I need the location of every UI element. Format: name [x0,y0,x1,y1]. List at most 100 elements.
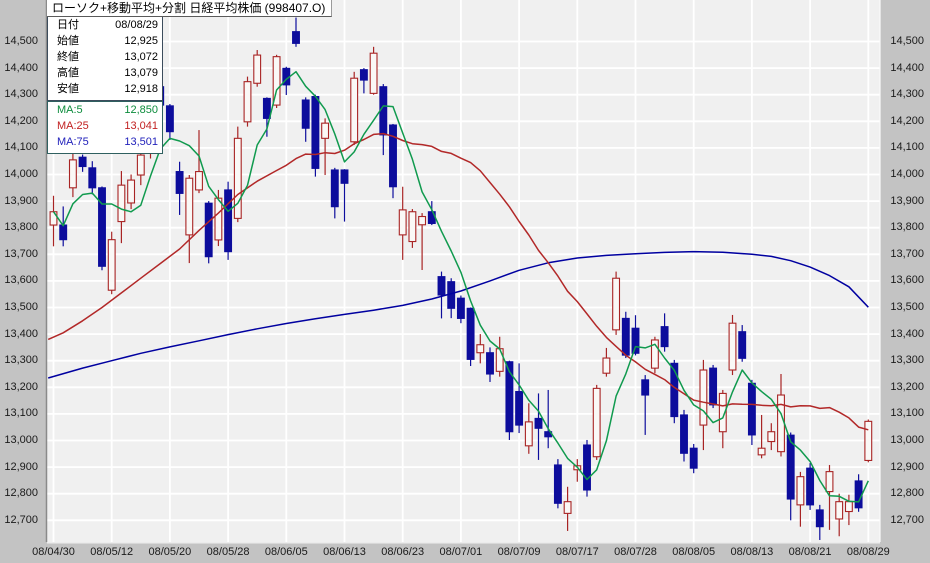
x-axis-label: 08/07/09 [497,546,541,558]
x-axis-label: 08/05/12 [90,546,134,558]
candle-body [456,297,465,319]
candle-body [612,277,621,331]
date-row: 日付 08/08/29 [48,18,162,34]
x-axis-label: 08/08/05 [672,546,716,558]
y-axis-label-left: 14,400 [4,61,38,74]
candle-body [553,464,562,504]
candle-body [534,417,543,429]
candle-body [437,276,446,296]
y-axis-label-left: 13,800 [4,221,38,234]
y-axis-label-right: 13,600 [890,274,924,287]
high-value: 13,079 [124,67,158,79]
candle-body [621,317,630,356]
candle-body [185,177,194,236]
candle-body [757,447,766,456]
candle-body [243,81,252,123]
ma5-row: MA:5 12,850 [48,103,162,119]
y-axis-label-left: 13,600 [4,274,38,287]
x-axis-label: 08/07/17 [555,546,599,558]
y-axis-label-right: 14,100 [890,141,924,154]
x-axis-label: 08/07/01 [439,546,483,558]
y-axis-label-right: 14,200 [890,114,924,127]
candle-body [330,169,339,208]
candle-body [389,124,397,188]
ma75-label: MA:75 [57,136,89,148]
candle-body [350,77,359,143]
chart-title: ローソク+移動平均+分割 日経平均株価 (998407.O) [52,1,326,15]
candle-body [515,391,524,426]
y-axis-label-right: 14,500 [890,35,924,47]
candle-body [233,137,242,219]
candle-body [311,96,320,169]
y-axis-label-right: 14,000 [890,168,924,180]
candle-body [709,367,718,406]
date-value: 08/08/29 [115,19,158,31]
x-axis-label: 08/06/05 [264,546,308,558]
candle-body [767,431,776,443]
candle-body [340,169,349,184]
candle-body [602,357,611,374]
candle-body [631,327,640,354]
candle-body [117,184,126,223]
close-label: 終値 [57,51,79,63]
candle-body [592,387,601,458]
close-value: 13,072 [124,51,158,63]
candle-body [728,322,737,371]
x-axis-label: 08/08/13 [730,546,774,558]
low-value: 12,918 [124,83,158,95]
y-axis-label-left: 13,700 [4,247,38,260]
ma25-value: 13,041 [124,120,158,132]
y-axis-label-left: 13,200 [4,380,38,393]
candle-body [505,361,514,433]
candle-body [699,369,708,426]
candle-body [718,392,727,433]
ma25-line [47,132,869,431]
y-axis-label-left: 14,200 [4,114,38,127]
candle-body [107,239,116,291]
y-axis-label-left: 13,900 [4,194,38,207]
candle-body [524,421,533,447]
open-value: 12,925 [124,35,158,47]
candle-body [136,154,145,176]
candle-body [408,211,417,243]
candle-body [59,224,68,241]
plot-area[interactable] [47,0,880,542]
y-axis-label-left: 13,500 [4,301,38,313]
candle-body [583,444,591,491]
ma75-line [47,250,869,379]
x-axis-label: 08/08/21 [788,546,832,558]
candle-body [844,501,853,513]
candle-body [88,167,97,189]
candle-body [292,31,300,44]
y-axis-label-left: 13,300 [4,354,38,367]
y-axis-label-right: 13,100 [890,407,924,420]
candle-body [78,156,87,168]
y-axis-label-left: 13,400 [4,327,38,340]
high-label: 高値 [57,67,79,79]
x-axis-label: 08/07/28 [614,546,657,558]
y-axis-label-right: 13,900 [890,194,924,207]
y-axis-label-right: 12,900 [890,460,924,473]
ma5-value: 12,850 [124,104,158,116]
candle-body [689,447,698,469]
candle-body [301,99,310,129]
candle-body [835,501,844,520]
y-axis-label-left: 12,700 [4,513,38,526]
candle-body [379,86,388,136]
candle-body [49,211,58,226]
title-bar: ローソク+移動平均+分割 日経平均株価 (998407.O) [47,0,332,17]
candle-body [495,348,504,372]
y-axis-label-right: 13,300 [890,354,924,367]
candle-body [854,480,863,509]
y-axis-label-left: 13,000 [4,434,38,446]
high-row: 高値 13,079 [48,66,162,82]
candle-body [224,189,233,253]
y-axis-label-left: 14,500 [4,35,38,47]
x-axis-label: 08/05/20 [148,546,192,558]
y-axis-label-right: 14,300 [890,88,924,101]
candle-body [476,344,485,354]
candle-body [195,171,203,191]
ma-legend-box: MA:5 12,850 MA:25 13,041 MA:75 13,501 [47,101,163,154]
